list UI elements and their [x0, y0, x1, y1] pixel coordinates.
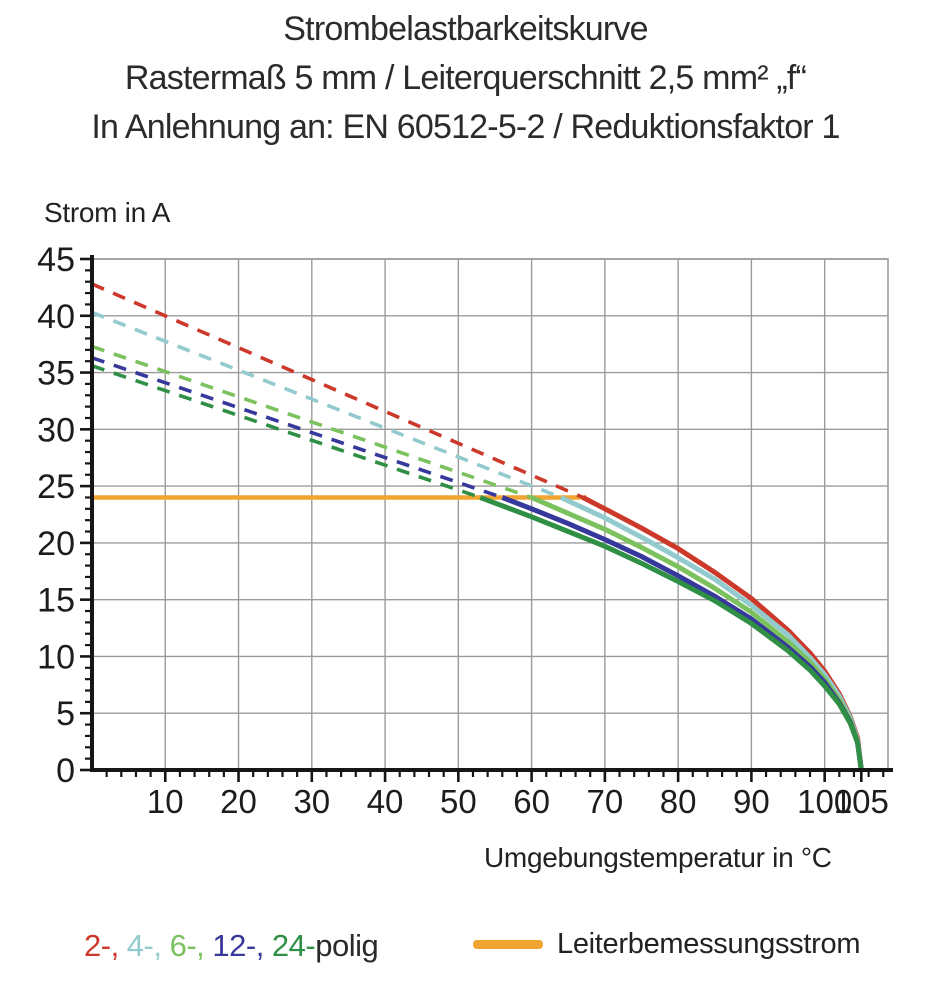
y-tick-label: 10 — [37, 638, 75, 676]
derating-dashed-2-polig — [91, 282, 584, 500]
x-tick-label: 30 — [293, 783, 330, 820]
x-tick-label: 50 — [440, 783, 477, 820]
poles-legend-part: 4-, — [126, 928, 170, 963]
poles-legend-part: 2-, — [84, 928, 127, 963]
plot-border — [91, 258, 889, 771]
rated-current-label: Leiterbemessungsstrom — [557, 928, 861, 960]
y-tick-label: 0 — [56, 752, 75, 790]
y-tick-label: 5 — [56, 695, 75, 733]
x-tick-label: 80 — [660, 783, 697, 820]
y-axis-title: Strom in A — [44, 197, 171, 228]
y-tick-label: 40 — [37, 298, 75, 336]
x-tick-label: 40 — [367, 783, 404, 820]
x-tick-label: 100 — [797, 783, 852, 820]
rated-current-line-swatch — [473, 940, 543, 949]
x-tick-label: 105 — [834, 783, 889, 820]
y-tick-label: 30 — [37, 411, 75, 449]
chart-subtitle-norm: In Anlehnung an: EN 60512-5-2 / Reduktio… — [91, 108, 840, 146]
title-block: Strombelastbarkeitskurve Rastermaß 5 mm … — [0, 5, 931, 152]
poles-legend-part: 12-, — [212, 928, 272, 963]
poles-legend-part: polig — [315, 928, 379, 963]
x-tick-label: 20 — [220, 783, 257, 820]
poles-legend-part: 24- — [271, 928, 316, 963]
x-tick-label: 60 — [513, 783, 550, 820]
y-tick-label: 45 — [37, 241, 75, 279]
y-tick-label: 35 — [37, 355, 75, 393]
poles-legend: 2-, 4-, 6-, 12-, 24-polig — [84, 928, 379, 964]
rated-current-legend: Leiterbemessungsstrom — [473, 928, 860, 961]
chart-subtitle-pitch: Rastermaß 5 mm / Leiterquerschnitt 2,5 m… — [124, 59, 807, 97]
y-tick-label: 25 — [37, 468, 75, 506]
derating-dashed-4-polig — [91, 310, 562, 500]
x-tick-label: 90 — [733, 783, 770, 820]
y-tick-label: 15 — [37, 582, 75, 620]
poles-legend-part: 6-, — [169, 928, 213, 963]
x-tick-label: 10 — [147, 783, 184, 820]
y-tick-label: 20 — [37, 525, 75, 563]
derating-dashed-24-polig — [91, 364, 481, 500]
chart-title: Strombelastbarkeitskurve — [283, 10, 648, 48]
derating-dashed-12-polig — [91, 356, 503, 500]
derating-dashed-6-polig — [91, 344, 533, 500]
derating-curve-24-polig — [479, 495, 864, 771]
x-axis-title: Umgebungstemperatur in °C — [484, 842, 832, 873]
derating-curve-12-polig — [501, 495, 864, 771]
x-tick-label: 70 — [587, 783, 624, 820]
